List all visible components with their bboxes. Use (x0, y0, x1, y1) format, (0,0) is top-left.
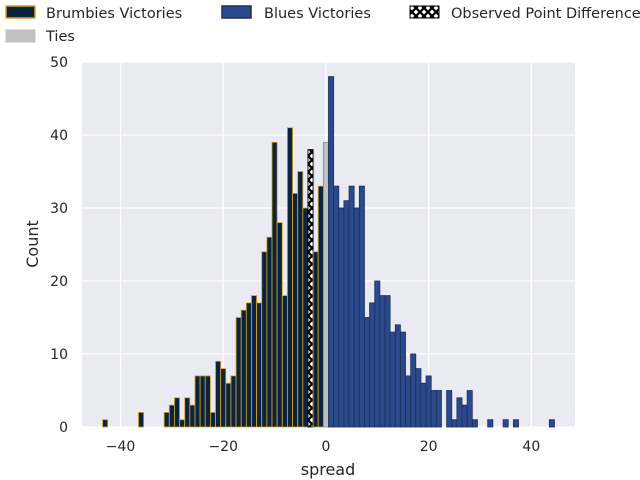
histogram-bar-blues-victories (369, 302, 376, 428)
histogram-bar-blues-victories (328, 76, 335, 428)
y-axis-title: Count (23, 220, 42, 268)
histogram-bar-blues-victories (364, 317, 370, 428)
x-axis-title: spread (301, 460, 356, 479)
histogram-bar-blues-victories (471, 419, 478, 428)
histogram-bar-blues-victories (374, 280, 381, 428)
histogram-bar-brumbies-victories (220, 368, 227, 428)
histogram-bars (102, 76, 555, 428)
histogram-bar-blues-victories (512, 419, 519, 428)
histogram-bar-brumbies-victories (194, 375, 201, 428)
y-tick-label: 30 (50, 201, 68, 217)
histogram-bar-blues-victories (435, 390, 442, 428)
histogram-bar-brumbies-victories (297, 171, 304, 428)
histogram-bar-blues-victories (358, 185, 365, 428)
histogram-bar-brumbies-victories (281, 295, 288, 428)
histogram-bar-blues-victories (333, 185, 340, 428)
histogram-bar-brumbies-victories (271, 141, 278, 428)
histogram-bar-brumbies-victories (292, 192, 299, 428)
histogram-bar-blues-victories (446, 390, 453, 428)
legend-label-ties: Ties (45, 29, 75, 45)
histogram-bar-blues-victories (389, 331, 396, 428)
tick-labels: −40 −20 0 20 40 0 10 20 30 40 50 (50, 55, 540, 455)
histogram-bar-brumbies-victories (189, 404, 196, 428)
histogram-bar-blues-victories (353, 207, 360, 428)
histogram-bar-brumbies-victories (240, 309, 247, 428)
histogram-bar-blues-victories (399, 331, 406, 428)
x-tick-label: 20 (420, 439, 438, 455)
histogram-bar-blues-victories (420, 382, 427, 428)
histogram-bar-brumbies-victories (174, 397, 180, 428)
x-tick-label: 0 (321, 439, 330, 455)
histogram-bar-brumbies-victories (287, 127, 293, 428)
legend-swatch-observed (409, 5, 440, 19)
legend: Brumbies Victories Blues Victories Obser… (5, 5, 640, 45)
histogram-bar-brumbies-victories (102, 419, 109, 428)
histogram-bar-blues-victories (405, 375, 412, 428)
histogram-bar-blues-victories (384, 295, 391, 428)
histogram-bar-blues-victories (548, 419, 555, 428)
histogram-bar-brumbies-victories (184, 397, 191, 428)
observed-point-difference-bar (307, 149, 314, 428)
histogram-bar-brumbies-victories (168, 404, 175, 428)
histogram-bar-blues-victories (415, 368, 422, 428)
histogram-bar-brumbies-victories (225, 382, 232, 428)
legend-label-brumbies: Brumbies Victories (46, 6, 182, 22)
y-tick-label: 20 (50, 274, 68, 290)
legend-swatch-brumbies (5, 5, 36, 19)
histogram-bar-brumbies-victories (266, 236, 273, 428)
histogram-bar-blues-victories (348, 185, 355, 428)
histogram-bar-brumbies-victories (199, 375, 206, 428)
histogram-bar-blues-victories (379, 295, 386, 428)
histogram-bar-blues-victories (456, 397, 463, 428)
histogram-bar-brumbies-victories (215, 360, 222, 428)
legend-label-observed: Observed Point Difference (451, 6, 640, 22)
histogram-bar-blues-victories (502, 419, 509, 428)
histogram-bar-blues-victories (394, 324, 401, 428)
histogram-bar-brumbies-victories (235, 317, 242, 428)
histogram-bar-blues-victories (338, 207, 345, 428)
legend-swatch-ties (5, 29, 36, 43)
histogram-bar-blues-victories (343, 200, 350, 428)
x-tick-label: −20 (208, 439, 238, 455)
histogram-bar-brumbies-victories (276, 222, 283, 428)
histogram-bar-blues-victories (425, 375, 432, 428)
histogram-bar-blues-victories (466, 390, 473, 428)
legend-swatch-blues (221, 5, 252, 19)
legend-label-blues: Blues Victories (264, 6, 371, 22)
histogram-bar-brumbies-victories (302, 207, 309, 428)
y-tick-label: 50 (50, 55, 68, 71)
y-tick-label: 0 (59, 420, 68, 436)
legend-item-ties[interactable]: Ties (5, 29, 75, 45)
legend-item-brumbies[interactable]: Brumbies Victories (5, 5, 182, 22)
legend-item-blues[interactable]: Blues Victories (221, 5, 371, 22)
x-tick-label: 40 (522, 439, 540, 455)
histogram-bar-brumbies-victories (261, 251, 268, 428)
y-tick-label: 40 (50, 128, 68, 144)
histogram-bar-blues-victories (410, 353, 417, 428)
histogram-bar-brumbies-victories (312, 251, 319, 428)
histogram-bar-blues-victories (461, 404, 468, 428)
histogram-bar-ties (322, 141, 329, 428)
legend-item-observed[interactable]: Observed Point Difference (409, 5, 640, 22)
histogram-bar-brumbies-victories (256, 302, 263, 428)
histogram-bar-brumbies-victories (138, 411, 145, 428)
y-tick-label: 10 (50, 347, 68, 363)
x-tick-label: −40 (106, 439, 136, 455)
histogram-bar-blues-victories (430, 390, 437, 428)
histogram-bar-brumbies-victories (317, 185, 324, 428)
histogram-bar-brumbies-victories (245, 302, 252, 428)
histogram-bar-brumbies-victories (163, 411, 170, 428)
histogram-bar-brumbies-victories (251, 295, 258, 428)
histogram-bar-brumbies-victories (209, 411, 216, 428)
histogram-bar-blues-victories (451, 419, 458, 428)
histogram-bar-blues-victories (487, 419, 494, 428)
histogram-bar-brumbies-victories (179, 419, 186, 428)
histogram-bar-brumbies-victories (230, 375, 237, 428)
histogram-bar-brumbies-victories (204, 375, 211, 428)
